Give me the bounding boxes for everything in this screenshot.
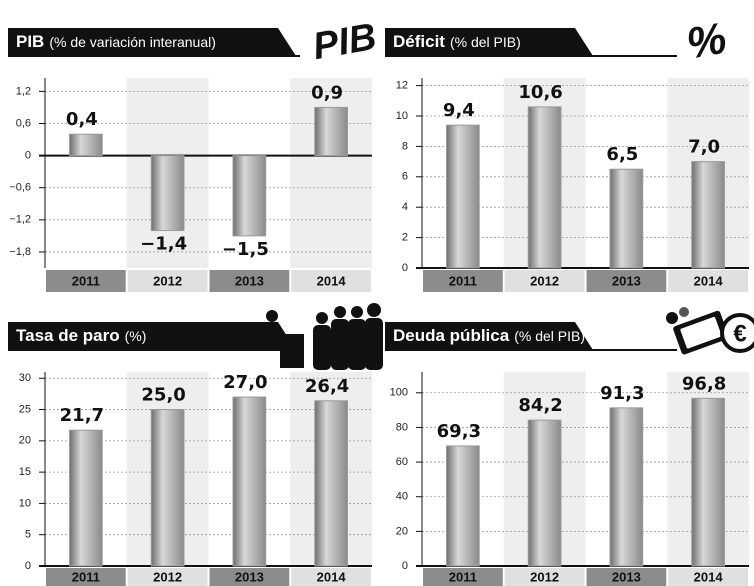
y-tick-label: −1,2: [9, 214, 31, 226]
header: Tasa de paro (%): [16, 326, 146, 345]
value-label: 6,5: [606, 144, 638, 165]
y-tick-label: 25: [19, 403, 31, 415]
bar: [151, 156, 184, 231]
x-tick-label: 2011: [72, 569, 100, 584]
y-tick-label: 5: [25, 529, 31, 541]
bar: [528, 420, 561, 566]
x-tick-label: 2012: [530, 273, 559, 288]
y-tick-label: 0,6: [16, 117, 31, 129]
x-tick-label: 2014: [694, 273, 724, 288]
badge: PIB: [310, 16, 380, 68]
value-label: 9,4: [443, 100, 475, 121]
x-tick-label: 2012: [530, 569, 559, 584]
header: Déficit (% del PIB): [393, 32, 521, 51]
value-label: 25,0: [141, 385, 185, 406]
value-label: 27,0: [223, 372, 267, 393]
x-tick-label: 2013: [235, 569, 264, 584]
y-tick-label: 1,2: [16, 85, 31, 97]
y-tick-label: 6: [402, 171, 408, 183]
y-tick-label: 10: [396, 110, 408, 122]
value-label: 7,0: [688, 137, 720, 158]
y-tick-label: 10: [19, 497, 31, 509]
x-tick-label: 2011: [449, 273, 477, 288]
y-tick-label: 40: [396, 491, 408, 503]
bar: [447, 125, 480, 268]
y-tick-label: 100: [390, 387, 408, 399]
y-tick-label: 0: [25, 150, 31, 162]
y-tick-label: 0: [25, 560, 31, 572]
x-tick-label: 2013: [612, 273, 641, 288]
title: Tasa de paro: [16, 326, 120, 345]
y-tick-label: 20: [19, 435, 31, 447]
value-label: 84,2: [518, 395, 562, 416]
y-tick-label: 4: [402, 201, 408, 213]
value-label: −1,5: [222, 239, 269, 260]
y-tick-label: 15: [19, 466, 31, 478]
bar: [233, 397, 266, 566]
bar: [692, 398, 725, 566]
bar: [610, 408, 643, 566]
bar: [315, 401, 348, 566]
value-label: 26,4: [305, 376, 349, 397]
x-tick-label: 2014: [694, 569, 724, 584]
y-tick-label: 2: [402, 232, 408, 244]
x-tick-label: 2014: [317, 569, 347, 584]
value-label: 96,8: [682, 373, 726, 394]
y-tick-label: 80: [396, 421, 408, 433]
value-label: −1,4: [140, 234, 187, 255]
y-tick-label: −1,8: [9, 246, 31, 258]
infographic: € PIB (% de variación interanual) PIB −1,8 −…: [0, 0, 754, 586]
y-tick-label: 0: [402, 560, 408, 572]
bar: [528, 107, 561, 268]
header: Deuda pública(% del PIB): [393, 326, 585, 345]
y-tick-label: 0: [402, 262, 408, 274]
y-tick-label: 8: [402, 140, 408, 152]
bar: [70, 134, 103, 155]
value-label: 69,3: [437, 421, 481, 442]
value-label: 10,6: [518, 82, 562, 103]
y-tick-label: 30: [19, 372, 31, 384]
x-tick-label: 2012: [153, 569, 182, 584]
unit: (% del PIB): [450, 34, 521, 50]
title: Deuda pública: [393, 326, 510, 345]
bar: [447, 446, 480, 566]
unit: (%): [125, 328, 147, 344]
y-tick-label: 12: [396, 80, 408, 92]
value-label: 0,9: [311, 82, 343, 103]
x-tick-label: 2013: [612, 569, 641, 584]
y-tick-label: −0,6: [9, 182, 31, 194]
value-label: 0,4: [66, 109, 98, 130]
bar: [233, 156, 266, 236]
x-tick-label: 2013: [235, 273, 264, 288]
bar: [315, 107, 348, 155]
bar: [692, 162, 725, 268]
unit: (% de variación interanual): [49, 34, 216, 50]
unit: (% del PIB): [514, 328, 585, 344]
money-icon: €: [666, 307, 754, 355]
svg-text:€: €: [733, 320, 746, 347]
column-shade: [290, 78, 372, 268]
x-tick-label: 2011: [449, 569, 477, 584]
y-tick-label: 60: [396, 456, 408, 468]
bar: [70, 430, 103, 566]
badge: %: [683, 14, 730, 69]
bar: [151, 410, 184, 566]
title: PIB: [16, 32, 44, 51]
value-label: 21,7: [60, 405, 104, 426]
value-label: 91,3: [600, 383, 644, 404]
x-tick-label: 2012: [153, 273, 182, 288]
x-tick-label: 2011: [72, 273, 100, 288]
y-tick-label: 20: [396, 525, 408, 537]
bar: [610, 169, 643, 268]
title: Déficit: [393, 32, 445, 51]
x-tick-label: 2014: [317, 273, 347, 288]
